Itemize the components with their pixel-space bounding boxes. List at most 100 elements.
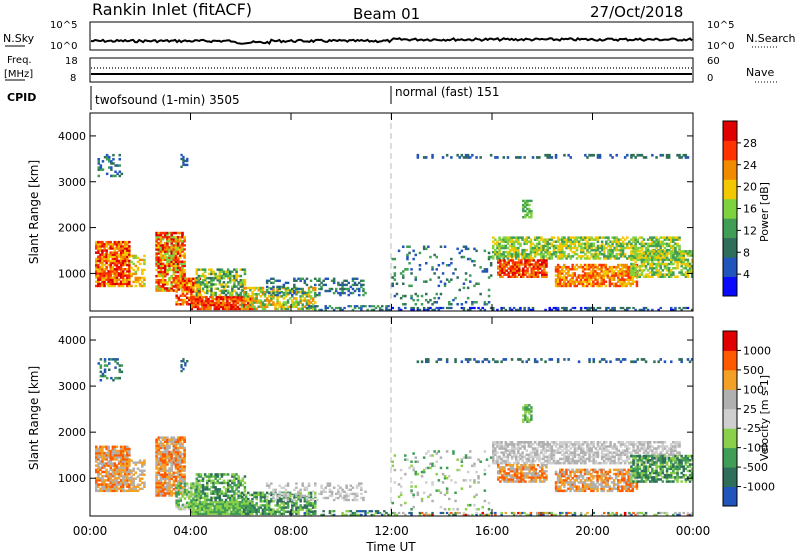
- heatmap-cell: [130, 471, 133, 474]
- heatmap-cell: [609, 250, 612, 254]
- heatmap-cell: [272, 277, 275, 280]
- heatmap-cell: [619, 250, 623, 254]
- heatmap-cell: [107, 270, 110, 273]
- heatmap-cell: [119, 257, 123, 261]
- heatmap-cell: [161, 450, 165, 454]
- heatmap-cell: [212, 486, 215, 489]
- heatmap-cell: [107, 263, 110, 267]
- heatmap-cell: [128, 487, 131, 490]
- heatmap-cell: [124, 259, 127, 263]
- heatmap-cell: [172, 258, 176, 261]
- heatmap-cell: [175, 499, 178, 502]
- heatmap-cell: [567, 255, 570, 258]
- heatmap-cell: [268, 279, 271, 282]
- heatmap-cell: [667, 262, 671, 266]
- heatmap-cell: [255, 307, 258, 311]
- heatmap-cell: [117, 472, 121, 476]
- heatmap-cell: [571, 250, 575, 254]
- heatmap-cell: [347, 289, 350, 293]
- heatmap-cell: [515, 255, 518, 258]
- heatmap-cell: [195, 490, 198, 493]
- heatmap-cell: [556, 236, 560, 239]
- heatmap-cell: [203, 496, 207, 500]
- heatmap-cell: [538, 156, 541, 159]
- heatmap-cell: [97, 265, 100, 269]
- heatmap-cell: [163, 440, 167, 443]
- heatmap-cell: [503, 271, 506, 274]
- heatmap-cell: [293, 283, 296, 287]
- heatmap-cell: [111, 280, 115, 283]
- heatmap-cell: [163, 252, 167, 255]
- heatmap-cell: [141, 465, 144, 468]
- heatmap-cell: [278, 504, 281, 507]
- heatmap-cell: [676, 257, 679, 260]
- heatmap-cell: [623, 156, 627, 159]
- heatmap-cell: [592, 272, 595, 275]
- heatmap-cell: [220, 498, 224, 502]
- heatmap-cell: [168, 240, 171, 243]
- heatmap-cell: [201, 506, 204, 510]
- heatmap-cell: [214, 477, 217, 480]
- heatmap-cell: [247, 307, 250, 311]
- heatmap-cell: [232, 510, 235, 514]
- heatmap-cell: [588, 306, 591, 310]
- heatmap-cell: [179, 457, 182, 460]
- heatmap-cell: [174, 262, 178, 266]
- heatmap-cell: [501, 271, 504, 274]
- heatmap-cell: [238, 500, 242, 504]
- heatmap-cell: [651, 256, 654, 259]
- heatmap-cell: [642, 308, 646, 311]
- heatmap-cell: [274, 512, 277, 516]
- heatmap-cell: [229, 281, 232, 284]
- heatmap-cell: [661, 275, 665, 278]
- heatmap-cell: [445, 278, 449, 281]
- heatmap-cell: [113, 253, 117, 256]
- heatmap-cell: [251, 504, 254, 507]
- heatmap-cell: [170, 254, 173, 257]
- heatmap-cell: [105, 451, 108, 455]
- heatmap-cell: [494, 238, 497, 241]
- heatmap-cell: [155, 262, 158, 266]
- heatmap-cell: [299, 277, 302, 280]
- heatmap-cell: [234, 512, 237, 516]
- heatmap-cell: [674, 306, 677, 310]
- heatmap-cell: [220, 490, 224, 493]
- heatmap-cell: [635, 280, 639, 283]
- heatmap-cell: [181, 290, 185, 293]
- heatmap-cell: [130, 487, 133, 490]
- heatmap-cell: [224, 283, 228, 286]
- heatmap-cell: [332, 308, 336, 311]
- heatmap-cell: [498, 246, 501, 250]
- heatmap-cell: [188, 505, 191, 509]
- heatmap-cell: [121, 489, 125, 493]
- heatmap-cell: [293, 279, 296, 282]
- heatmap-cell: [663, 246, 667, 250]
- heatmap-cell: [163, 467, 167, 470]
- heatmap-cell: [105, 489, 108, 493]
- heatmap-cell: [235, 274, 238, 278]
- heatmap-cell: [682, 252, 685, 255]
- heatmap-cell: [141, 270, 144, 274]
- heatmap-cell: [190, 294, 193, 297]
- heatmap-cell: [684, 156, 688, 159]
- heatmap-cell: [590, 153, 593, 157]
- heatmap-cell: [174, 463, 178, 466]
- heatmap-cell: [130, 475, 133, 478]
- heatmap-cell: [157, 444, 161, 448]
- nsky-tick-top: 10^5: [50, 20, 77, 31]
- heatmap-cell: [177, 298, 180, 302]
- heatmap-cell: [309, 297, 313, 300]
- heatmap-cell: [174, 235, 178, 239]
- heatmap-cell: [229, 272, 232, 276]
- heatmap-cell: [278, 295, 281, 298]
- heatmap-cell: [126, 249, 129, 252]
- heatmap-cell: [663, 238, 667, 241]
- heatmap-cell: [176, 270, 180, 274]
- heatmap-cell: [115, 261, 119, 265]
- heatmap-cell: [688, 254, 692, 257]
- heatmap-cell: [670, 258, 673, 262]
- heatmap-cell: [295, 279, 298, 282]
- heatmap-cell: [132, 485, 135, 488]
- heatmap-cell: [604, 270, 608, 273]
- heatmap-cell: [548, 306, 551, 310]
